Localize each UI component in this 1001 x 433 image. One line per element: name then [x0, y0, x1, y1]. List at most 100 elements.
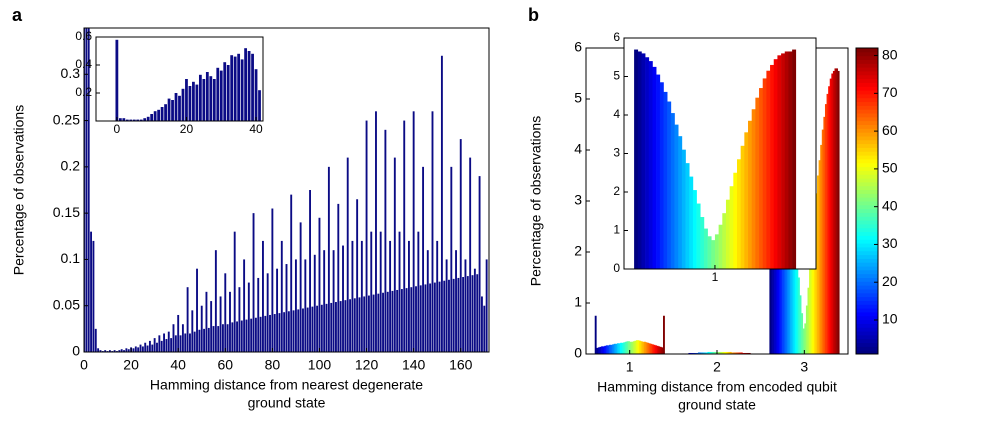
colorbar-strip — [856, 155, 878, 160]
bar — [737, 352, 740, 354]
bar — [807, 287, 810, 354]
bar — [120, 349, 123, 352]
bar — [817, 175, 819, 354]
bar — [254, 69, 258, 121]
bar — [436, 240, 439, 352]
bar — [621, 342, 624, 354]
bar — [174, 93, 178, 121]
bar — [94, 328, 97, 352]
bar — [226, 65, 230, 121]
bar — [185, 79, 188, 121]
colorbar-strip — [856, 323, 878, 328]
bar — [663, 91, 668, 269]
bar — [85, 28, 88, 352]
bar — [618, 343, 621, 354]
bar — [640, 341, 643, 354]
bar — [688, 352, 691, 354]
colorbar-strip — [856, 51, 878, 57]
bar — [205, 72, 209, 121]
bar — [219, 70, 223, 121]
bar — [636, 340, 638, 354]
bar — [178, 95, 181, 121]
bar — [367, 295, 370, 352]
bar — [704, 352, 707, 354]
x-tick-label: 60 — [217, 357, 233, 373]
bars — [84, 28, 488, 352]
bar — [243, 259, 246, 352]
bar — [170, 338, 173, 352]
bar — [462, 277, 465, 352]
bar — [694, 352, 697, 354]
bar — [623, 342, 626, 354]
bar — [837, 70, 840, 354]
bar — [743, 352, 746, 354]
x-tick-label: 20 — [123, 357, 139, 373]
bar — [483, 305, 486, 352]
x-axis-label: Hamming distance from encoded qubit — [597, 379, 837, 395]
bar — [681, 149, 686, 269]
bar — [375, 111, 377, 352]
bar — [609, 344, 611, 354]
bar — [734, 352, 737, 354]
colorbar-tick-label: 80 — [882, 46, 898, 62]
bar — [471, 275, 474, 352]
bar — [254, 317, 257, 352]
bar — [710, 351, 713, 354]
bar — [304, 259, 307, 352]
bar — [645, 342, 648, 354]
bar — [217, 326, 220, 352]
bar — [715, 351, 718, 354]
colorbar-strip — [856, 48, 878, 53]
bar — [382, 292, 384, 352]
bar — [642, 341, 645, 354]
bar — [271, 208, 274, 352]
bar — [202, 79, 206, 121]
bar — [118, 118, 122, 121]
bar — [653, 344, 656, 354]
bar — [696, 352, 699, 354]
bar — [790, 185, 792, 354]
bar — [151, 344, 154, 352]
bar — [398, 231, 401, 352]
bar — [400, 289, 403, 352]
y-tick-label: 2 — [613, 184, 620, 198]
bar — [292, 310, 295, 352]
bar — [607, 345, 610, 354]
bar — [639, 340, 642, 354]
bar — [643, 341, 646, 354]
y-tick-label: 5 — [613, 69, 620, 83]
bar — [113, 350, 116, 352]
bar — [163, 333, 165, 352]
bar — [198, 74, 202, 121]
bar — [410, 287, 413, 352]
bar — [216, 67, 220, 121]
bar — [457, 277, 460, 352]
bar — [157, 109, 161, 121]
bar — [796, 257, 799, 354]
bar — [678, 136, 683, 269]
bar — [287, 311, 290, 352]
bar — [450, 166, 453, 352]
bar — [309, 190, 311, 352]
colorbar-strip — [856, 308, 878, 313]
bar — [318, 217, 321, 352]
bar — [137, 347, 140, 352]
bar — [258, 90, 261, 121]
bar — [650, 343, 653, 354]
colorbar-tick-label: 70 — [882, 84, 898, 100]
bar — [198, 329, 201, 352]
bar — [247, 282, 250, 352]
bar — [815, 193, 818, 354]
bar — [473, 268, 476, 352]
colorbar-strip — [856, 231, 878, 236]
bar — [179, 335, 182, 352]
bar — [431, 111, 434, 352]
bar — [97, 348, 100, 352]
colorbar-strip — [856, 296, 878, 301]
bar — [459, 139, 462, 352]
bar — [452, 278, 455, 352]
y-axis-label: Percentage of observations — [11, 105, 27, 275]
bar — [330, 302, 333, 352]
y-tick-label: 5 — [574, 90, 582, 106]
